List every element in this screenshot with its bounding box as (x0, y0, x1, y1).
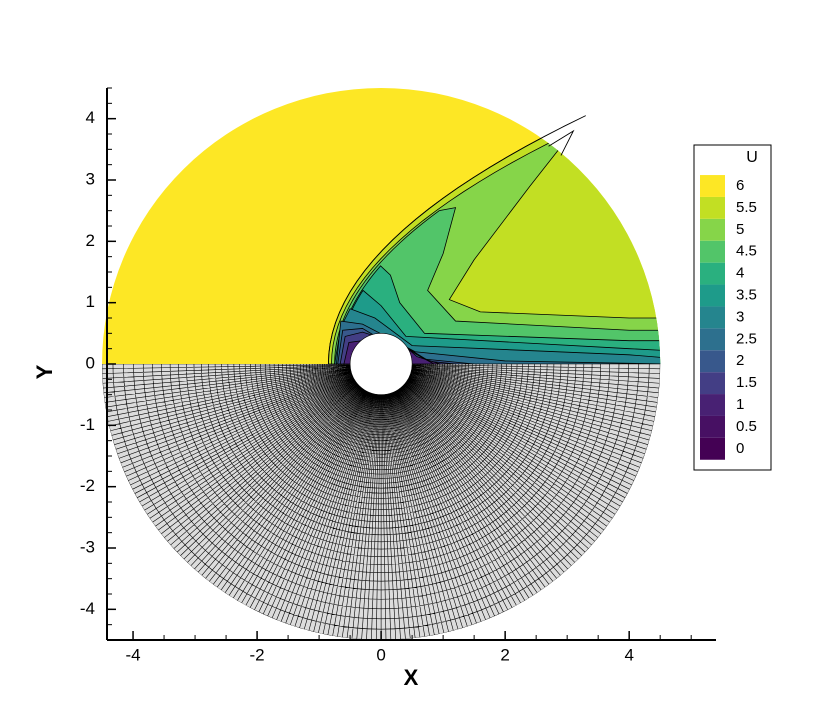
legend-swatch (700, 394, 725, 416)
y-tick-label: -3 (80, 537, 95, 556)
legend-label: 4.5 (736, 243, 757, 260)
x-tick-label: 2 (500, 645, 509, 664)
legend-swatch (700, 262, 725, 285)
y-tick-label: 2 (86, 231, 95, 250)
legend-swatch (700, 240, 725, 263)
y-tick-label: 1 (86, 292, 95, 311)
shock-line (548, 129, 575, 156)
x-tick-label: 4 (624, 645, 633, 664)
contour-region (336, 320, 661, 365)
legend-swatch (700, 350, 725, 373)
y-tick-label: 4 (86, 108, 95, 127)
legend-label: 0 (736, 440, 744, 457)
legend-label: 2 (736, 352, 744, 369)
legend-label: 1 (736, 396, 744, 413)
contour-region (334, 308, 661, 365)
legend-swatch (700, 328, 725, 351)
legend-swatch (700, 306, 725, 329)
legend-label: 5 (736, 221, 744, 238)
legend-label: 3 (736, 308, 744, 325)
legend-swatch (700, 284, 725, 307)
cylinder (349, 333, 413, 395)
legend-title: U (746, 149, 758, 166)
legend-swatch (700, 196, 725, 219)
legend-swatch (700, 372, 725, 395)
y-tick-label: -4 (80, 599, 95, 618)
legend-swatch (700, 415, 725, 438)
x-tick-label: 0 (376, 645, 385, 664)
x-axis-title: X (404, 665, 419, 690)
legend-label: 4 (736, 265, 744, 282)
y-axis-title: Y (32, 364, 57, 379)
legend-label: 0.5 (736, 418, 757, 435)
legend-swatch (700, 437, 725, 460)
y-tick-label: 3 (86, 169, 95, 188)
legend-label: 1.5 (736, 374, 757, 391)
shock-line (327, 115, 586, 365)
legend-label: 2.5 (736, 330, 757, 347)
legend-label: 5.5 (736, 199, 757, 216)
legend-swatch (700, 218, 725, 241)
y-tick-label: 0 (86, 353, 95, 372)
legend-swatch (700, 175, 725, 197)
x-tick-label: -4 (125, 645, 140, 664)
x-tick-label: -2 (250, 645, 265, 664)
legend-label: 3.5 (736, 286, 757, 303)
legend-label: 6 (736, 177, 744, 194)
y-tick-label: -1 (80, 415, 95, 434)
y-tick-label: -2 (80, 476, 95, 495)
